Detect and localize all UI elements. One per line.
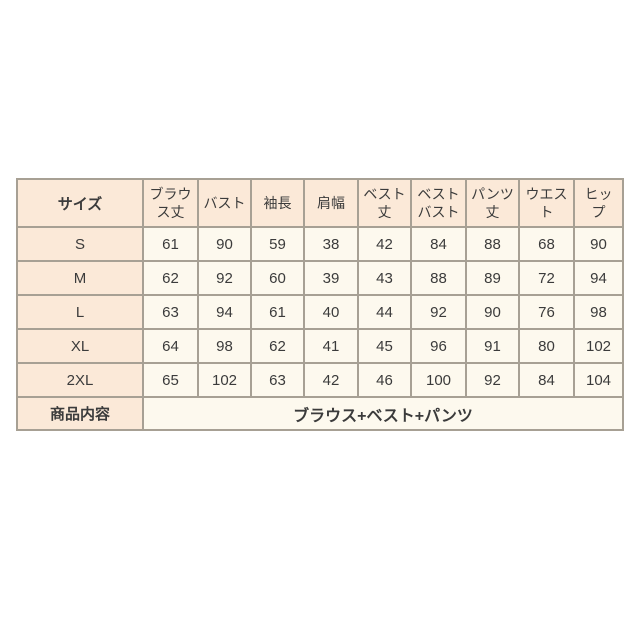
value-cell: 80 bbox=[518, 328, 575, 364]
header-row: サイズ ブラウ ス丈 バスト 袖長 肩幅 ベスト 丈 ベスト バスト パンツ 丈… bbox=[16, 178, 624, 228]
value-cell: 63 bbox=[142, 294, 199, 330]
col-header-hip: ヒッ プ bbox=[573, 178, 624, 228]
col-header-shoulder-width: 肩幅 bbox=[303, 178, 359, 228]
value-cell: 72 bbox=[518, 260, 575, 296]
value-cell: 43 bbox=[357, 260, 412, 296]
size-column-header: サイズ bbox=[16, 178, 144, 228]
row-label-l: L bbox=[16, 294, 144, 330]
table-row-l: L 63 94 61 40 44 92 90 76 98 bbox=[16, 294, 624, 330]
value-cell: 45 bbox=[357, 328, 412, 364]
value-cell: 102 bbox=[197, 362, 252, 398]
value-cell: 92 bbox=[410, 294, 467, 330]
value-cell: 42 bbox=[357, 226, 412, 262]
value-cell: 94 bbox=[573, 260, 624, 296]
value-cell: 61 bbox=[142, 226, 199, 262]
value-cell: 92 bbox=[197, 260, 252, 296]
value-cell: 39 bbox=[303, 260, 359, 296]
value-cell: 91 bbox=[465, 328, 520, 364]
value-cell: 104 bbox=[573, 362, 624, 398]
col-header-sleeve-length: 袖長 bbox=[250, 178, 305, 228]
value-cell: 68 bbox=[518, 226, 575, 262]
value-cell: 62 bbox=[142, 260, 199, 296]
value-cell: 44 bbox=[357, 294, 412, 330]
value-cell: 90 bbox=[197, 226, 252, 262]
value-cell: 40 bbox=[303, 294, 359, 330]
value-cell: 65 bbox=[142, 362, 199, 398]
table-row-xl: XL 64 98 62 41 45 96 91 80 102 bbox=[16, 328, 624, 364]
row-label-s: S bbox=[16, 226, 144, 262]
col-header-vest-bust: ベスト バスト bbox=[410, 178, 467, 228]
col-header-pants-length: パンツ 丈 bbox=[465, 178, 520, 228]
table-row-s: S 61 90 59 38 42 84 88 68 90 bbox=[16, 226, 624, 262]
value-cell: 89 bbox=[465, 260, 520, 296]
value-cell: 84 bbox=[518, 362, 575, 398]
value-cell: 98 bbox=[573, 294, 624, 330]
col-header-blouse-length: ブラウ ス丈 bbox=[142, 178, 199, 228]
value-cell: 59 bbox=[250, 226, 305, 262]
size-chart-table: サイズ ブラウ ス丈 バスト 袖長 肩幅 ベスト 丈 ベスト バスト パンツ 丈… bbox=[16, 178, 624, 431]
value-cell: 61 bbox=[250, 294, 305, 330]
value-cell: 63 bbox=[250, 362, 305, 398]
value-cell: 94 bbox=[197, 294, 252, 330]
col-header-waist: ウエス ト bbox=[518, 178, 575, 228]
value-cell: 96 bbox=[410, 328, 467, 364]
row-label-xl: XL bbox=[16, 328, 144, 364]
value-cell: 90 bbox=[465, 294, 520, 330]
row-label-2xl: 2XL bbox=[16, 362, 144, 398]
value-cell: 46 bbox=[357, 362, 412, 398]
product-contents-value: ブラウス+ベスト+パンツ bbox=[142, 396, 624, 431]
value-cell: 76 bbox=[518, 294, 575, 330]
value-cell: 98 bbox=[197, 328, 252, 364]
value-cell: 88 bbox=[465, 226, 520, 262]
value-cell: 90 bbox=[573, 226, 624, 262]
row-label-m: M bbox=[16, 260, 144, 296]
value-cell: 102 bbox=[573, 328, 624, 364]
value-cell: 60 bbox=[250, 260, 305, 296]
value-cell: 92 bbox=[465, 362, 520, 398]
table-row-2xl: 2XL 65 102 63 42 46 100 92 84 104 bbox=[16, 362, 624, 398]
value-cell: 38 bbox=[303, 226, 359, 262]
product-contents-label: 商品内容 bbox=[16, 396, 144, 431]
value-cell: 88 bbox=[410, 260, 467, 296]
value-cell: 41 bbox=[303, 328, 359, 364]
value-cell: 100 bbox=[410, 362, 467, 398]
col-header-vest-length: ベスト 丈 bbox=[357, 178, 412, 228]
col-header-bust: バスト bbox=[197, 178, 252, 228]
product-contents-row: 商品内容 ブラウス+ベスト+パンツ bbox=[16, 396, 624, 431]
table-row-m: M 62 92 60 39 43 88 89 72 94 bbox=[16, 260, 624, 296]
value-cell: 42 bbox=[303, 362, 359, 398]
value-cell: 84 bbox=[410, 226, 467, 262]
value-cell: 64 bbox=[142, 328, 199, 364]
value-cell: 62 bbox=[250, 328, 305, 364]
